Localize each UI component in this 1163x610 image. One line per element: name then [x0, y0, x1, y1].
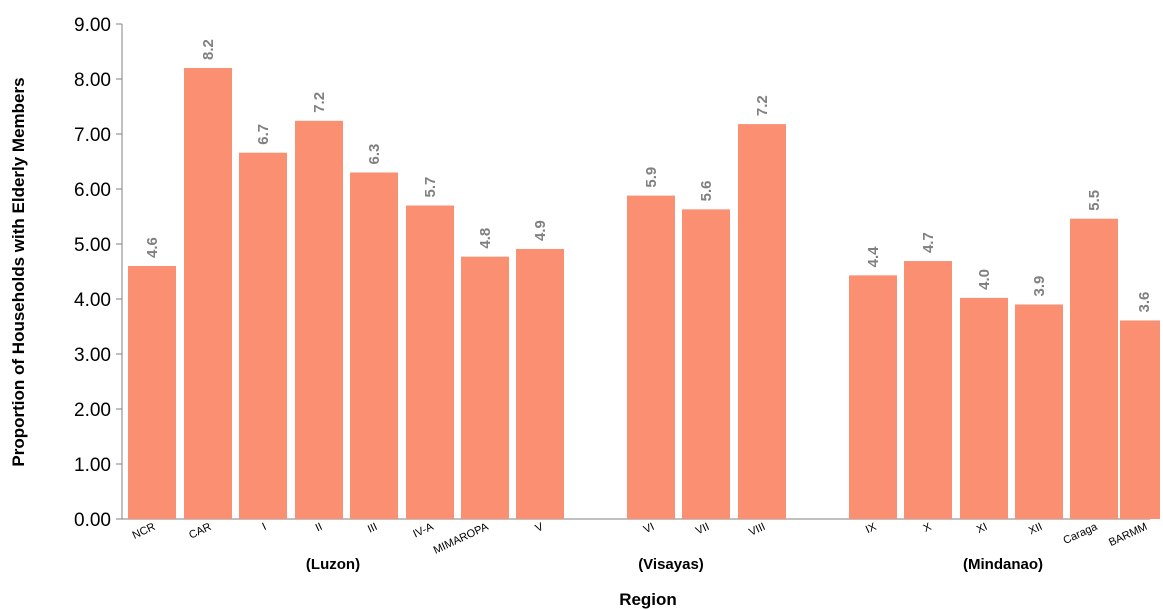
y-tick-label: 4.00 [74, 290, 111, 311]
bar [461, 256, 509, 519]
x-tick-label: IV-A [411, 521, 436, 541]
data-label: 4.7 [920, 232, 937, 253]
bar [1070, 218, 1118, 519]
data-label: 5.6 [698, 180, 715, 201]
y-tick-label: 3.00 [74, 345, 111, 366]
data-label: 4.9 [532, 220, 549, 241]
data-label: 6.7 [255, 124, 272, 145]
x-tick-label: IX [864, 521, 879, 537]
group-label: (Luzon) [306, 556, 360, 573]
data-label: 5.5 [1086, 190, 1103, 211]
bar [627, 195, 675, 519]
bar [960, 297, 1008, 519]
bar [406, 205, 454, 519]
y-tick-label: 9.00 [74, 15, 111, 36]
y-tick-label: 8.00 [74, 70, 111, 91]
bar [128, 266, 176, 519]
bar [239, 152, 287, 519]
data-label: 4.8 [477, 228, 494, 249]
x-tick-label: VI [642, 521, 657, 536]
x-tick-label: I [260, 521, 268, 533]
y-tick-label: 2.00 [74, 400, 111, 421]
y-tick-label: 0.00 [74, 510, 111, 531]
bar [738, 124, 786, 519]
x-tick-label: XI [975, 521, 990, 536]
data-label: 4.4 [865, 246, 882, 268]
y-axis-title: Proportion of Households with Elderly Me… [9, 77, 28, 466]
bar [295, 120, 343, 520]
data-label: 7.2 [311, 92, 328, 113]
bar [350, 172, 398, 519]
x-tick-label: XII [1027, 521, 1044, 538]
x-tick-label: Caraga [1061, 520, 1100, 546]
y-tick-label: 6.00 [74, 180, 111, 201]
data-label: 8.2 [200, 39, 217, 60]
data-label: 3.6 [1136, 292, 1153, 313]
data-label: 4.6 [144, 237, 161, 258]
x-tick-label: BARMM [1107, 521, 1149, 549]
x-tick-label: III [366, 521, 379, 536]
data-label: 4.0 [976, 269, 993, 290]
x-tick-label: MIMAROPA [432, 521, 491, 557]
group-labels: (Luzon) (Visayas) (Mindanao) [306, 556, 1043, 573]
bar [682, 209, 730, 519]
data-labels: 4.6 8.2 6.7 7.2 6.3 5.7 4.8 4.9 5.9 5.6 7.2 4.4 4.7 4… [144, 39, 1153, 312]
bar [1015, 304, 1063, 519]
y-tick-label: 1.00 [74, 455, 111, 476]
data-label: 3.9 [1031, 276, 1048, 297]
y-tick-label: 5.00 [74, 235, 111, 256]
x-axis-title: Region [619, 590, 677, 609]
group-label: (Visayas) [638, 556, 704, 573]
x-tick-label: X [922, 521, 934, 535]
bar [849, 275, 897, 519]
bar [904, 261, 952, 519]
data-label: 5.9 [643, 167, 660, 188]
y-tick-label: 7.00 [74, 125, 111, 146]
x-tick-label: CAR [187, 521, 213, 542]
data-label: 7.2 [754, 95, 771, 116]
y-axis: 0.00 1.00 2.00 3.00 4.00 5.00 6.00 7.00 8.00 9.00 [74, 15, 1150, 531]
bar [184, 68, 232, 519]
data-label: 5.7 [422, 177, 439, 198]
x-tick-label: VII [694, 521, 711, 538]
bars [128, 68, 1160, 520]
x-tick-label: VIII [747, 521, 767, 539]
x-tick-label: II [314, 521, 325, 534]
x-tick-label: NCR [131, 521, 158, 542]
group-label: (Mindanao) [963, 556, 1043, 573]
data-label: 6.3 [366, 144, 383, 165]
x-tick-label: V [534, 521, 546, 535]
bar [516, 248, 564, 519]
bar [1120, 320, 1160, 519]
